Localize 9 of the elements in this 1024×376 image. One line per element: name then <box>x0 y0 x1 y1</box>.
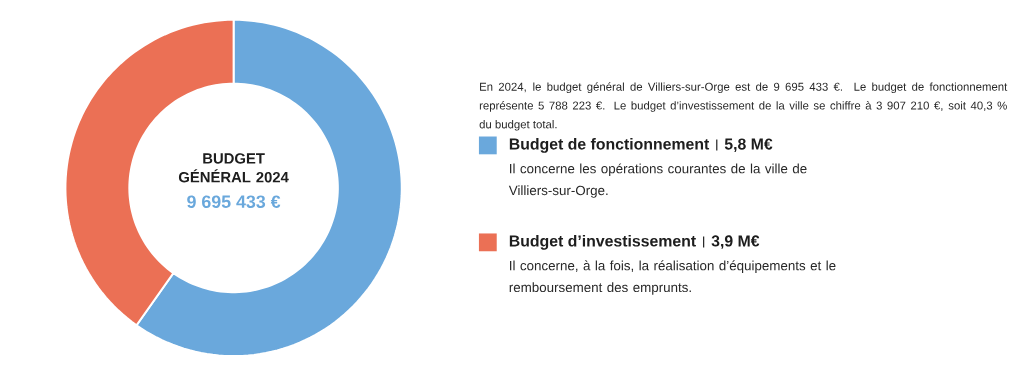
text: Il concerne, à la fois, la réalisation d’équipements et le remboursement des emprunts. <box>509 260 836 295</box>
text: BUDGET GÉNÉRAL 2024 <box>178 153 289 183</box>
text: Il concerne les opérations courantes de la ville de Villiers-sur-Orge. <box>508 163 807 198</box>
data-label: 3,9 M€ <box>711 235 760 249</box>
text: En 2024, le budget général de Villiers-sur-Orge est de 9 695 433 €. Le budget de fonctionnement représente 5 788 223 €. Le budget d’investissement de la ville se chiffre à 3 907 210 €, soit 40,3 % du budget total. <box>479 82 1008 131</box>
data-label: 5,8 M€ <box>724 138 773 152</box>
legend-label: Budget d’investissement <box>509 235 696 250</box>
text: 9 695 433 € <box>187 195 281 209</box>
legend-label: Budget de fonctionnement <box>509 138 710 153</box>
